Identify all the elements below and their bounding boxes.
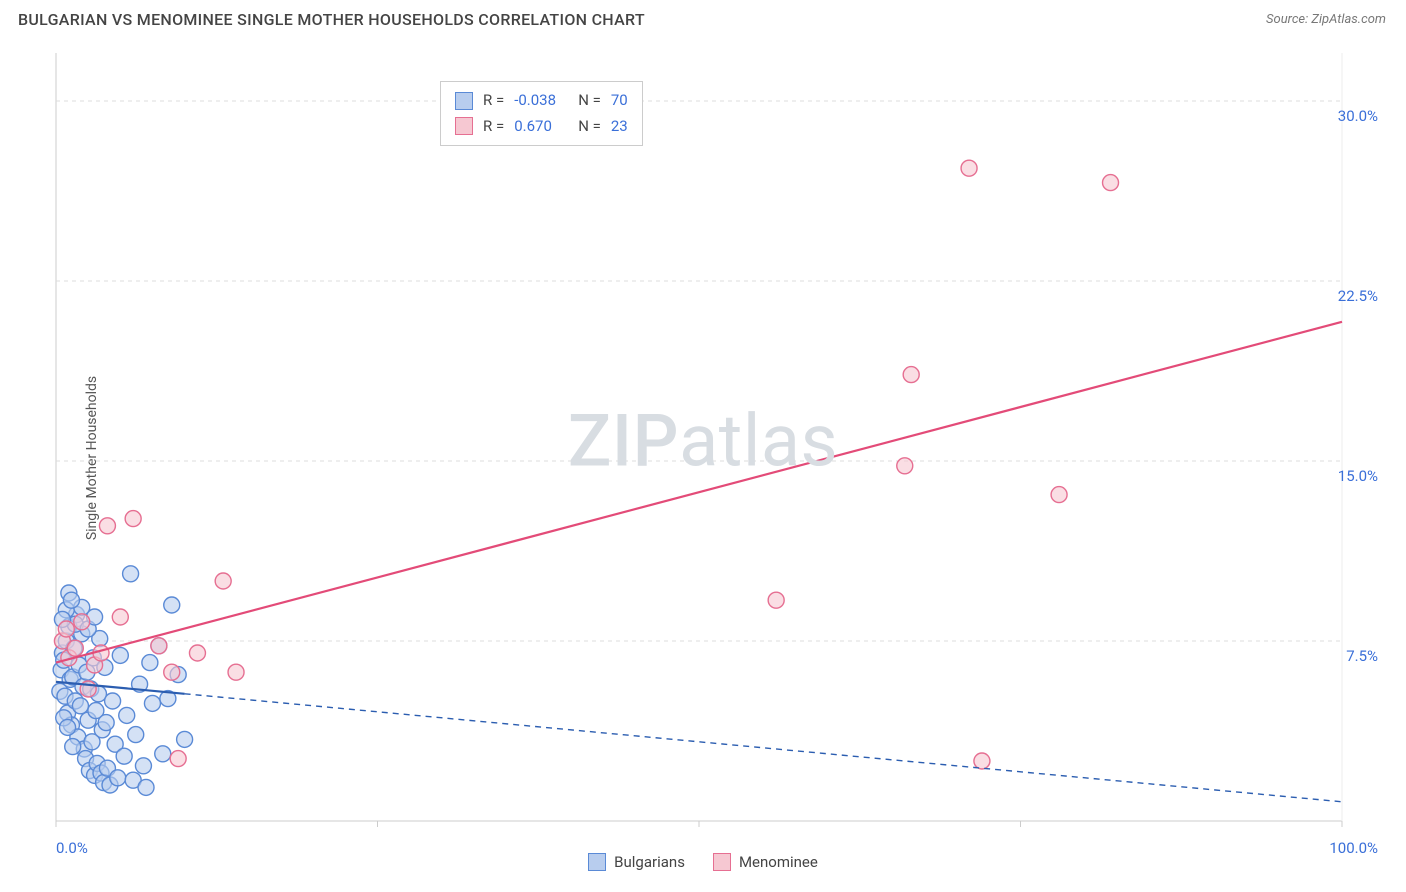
series-swatch [713,853,731,871]
scatter-plot-svg: 7.5%15.0%22.5%30.0%0.0%100.0% [42,35,1392,881]
legend-label: Bulgarians [614,853,685,871]
chart-area: Single Mother Households 7.5%15.0%22.5%3… [0,35,1406,881]
legend-label: Menominee [739,853,818,871]
stats-row: R = -0.038 N = 70 [455,88,628,114]
svg-text:15.0%: 15.0% [1338,467,1378,485]
r-label: R = [483,88,504,114]
r-value: -0.038 [514,88,568,114]
chart-header: BULGARIAN VS MENOMINEE SINGLE MOTHER HOU… [0,0,1406,35]
n-label: N = [578,114,601,140]
n-label: N = [578,88,601,114]
r-value: 0.670 [514,114,568,140]
bottom-legend: Bulgarians Menominee [0,853,1406,871]
svg-text:7.5%: 7.5% [1346,647,1378,665]
svg-text:22.5%: 22.5% [1338,287,1378,305]
svg-text:30.0%: 30.0% [1338,107,1378,125]
n-value: 23 [611,114,628,140]
legend-item: Menominee [713,853,818,871]
series-swatch [588,853,606,871]
stats-row: R = 0.670 N = 23 [455,114,628,140]
chart-title: BULGARIAN VS MENOMINEE SINGLE MOTHER HOU… [18,10,645,29]
series-swatch [455,92,473,110]
n-value: 70 [611,88,628,114]
legend-item: Bulgarians [588,853,685,871]
r-label: R = [483,114,504,140]
chart-source: Source: ZipAtlas.com [1266,12,1386,27]
series-swatch [455,117,473,135]
stats-legend-box: R = -0.038 N = 70 R = 0.670 N = 23 [440,81,643,146]
